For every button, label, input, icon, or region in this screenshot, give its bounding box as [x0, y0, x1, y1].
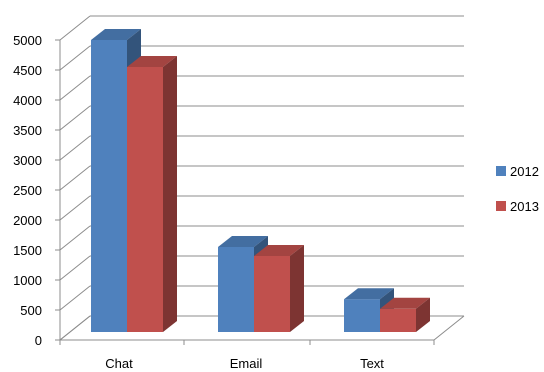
bar-top — [127, 56, 177, 67]
legend-swatch — [496, 166, 506, 176]
bar-front — [254, 256, 290, 332]
y-tick-label: 0 — [35, 333, 42, 348]
gridline-diagonal — [59, 75, 91, 101]
bar-text-2013 — [380, 297, 430, 332]
gridline-diagonal — [59, 135, 91, 161]
x-axis-categories: Chat Email Text — [59, 340, 435, 371]
bar-top — [380, 297, 430, 309]
bar-front — [127, 67, 163, 332]
gridline-diagonal — [59, 165, 91, 191]
gridline-diagonal — [59, 255, 91, 281]
bar-front — [344, 299, 380, 332]
legend-swatch — [496, 201, 506, 211]
y-axis-ticks: 0 500 1000 1500 2000 2500 3000 3500 4000 4500 5000 — [13, 33, 60, 348]
y-tick-label: 1000 — [13, 273, 42, 288]
y-tick-label: 1500 — [13, 243, 42, 258]
bar-front — [91, 40, 127, 332]
gridline-diagonal — [59, 195, 91, 221]
legend-label: 2012 — [510, 164, 539, 179]
bar-email-2013 — [254, 245, 304, 332]
y-tick-label: 4000 — [13, 93, 42, 108]
y-tick-label: 3500 — [13, 123, 42, 138]
gridline-diagonal — [59, 45, 91, 71]
bar-side — [163, 56, 177, 332]
bar-side — [416, 297, 430, 332]
gridline-diagonal — [59, 285, 91, 311]
y-tick-label: 500 — [20, 303, 42, 318]
gridline-diagonal — [59, 315, 91, 341]
legend-label: 2013 — [510, 199, 539, 214]
bar-top — [91, 29, 141, 40]
y-tick-label: 2000 — [13, 213, 42, 228]
gridline-diagonal — [59, 225, 91, 251]
bar-top — [254, 245, 304, 256]
bar-chat-2013 — [127, 56, 177, 332]
y-tick-label: 3000 — [13, 153, 42, 168]
gridline-diagonal — [59, 105, 91, 131]
bar-front — [218, 247, 254, 332]
y-tick-label: 2500 — [13, 183, 42, 198]
legend: 2012 2013 — [496, 164, 539, 214]
y-tick-label: 4500 — [13, 63, 42, 78]
gridline-diagonal — [59, 15, 91, 41]
bar-side — [290, 245, 304, 332]
y-tick-label: 5000 — [13, 33, 42, 48]
x-category-label: Chat — [105, 356, 133, 371]
bar-top — [218, 236, 268, 247]
x-category-label: Email — [230, 356, 263, 371]
x-category-label: Text — [360, 356, 384, 371]
bar-front — [380, 308, 416, 332]
bar-top — [344, 288, 394, 300]
bars — [91, 29, 430, 332]
